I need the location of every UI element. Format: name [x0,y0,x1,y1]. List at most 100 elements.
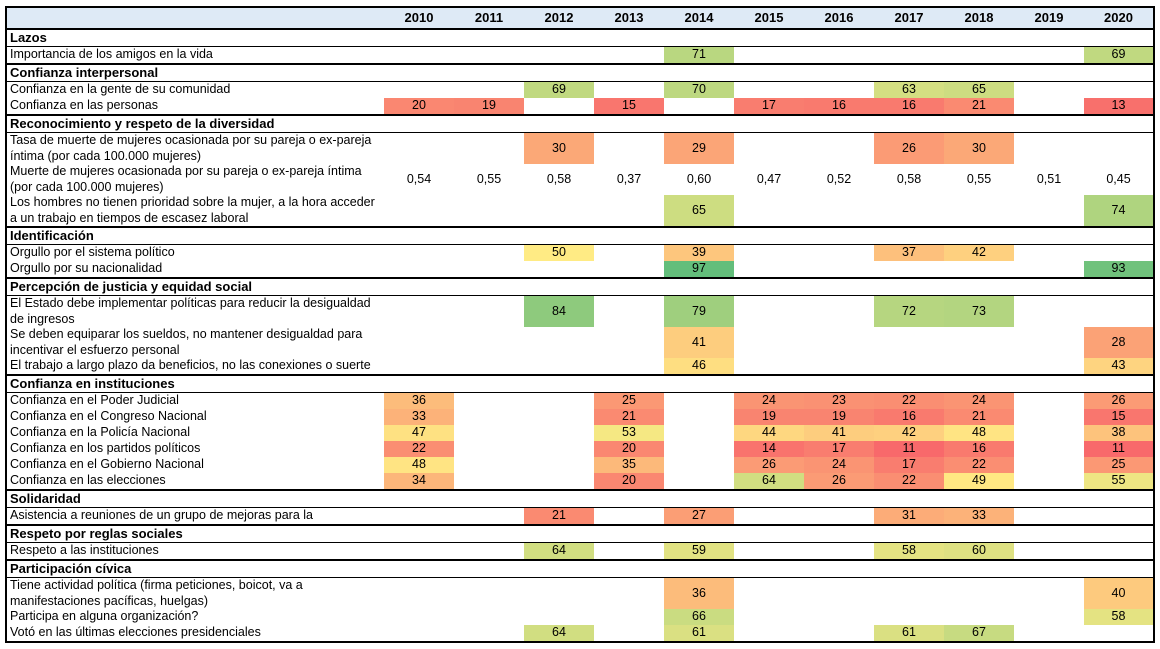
empty-cell[interactable] [1014,82,1084,99]
value-cell[interactable]: 0,52 [826,171,852,186]
empty-cell[interactable] [664,425,734,441]
empty-cell[interactable] [594,296,664,328]
empty-cell[interactable] [454,409,524,425]
indicator-label[interactable]: El trabajo a largo plazo da beneficios, … [10,358,371,373]
empty-cell[interactable] [804,327,874,358]
empty-cell[interactable] [524,47,594,65]
value-cell[interactable]: 67 [944,625,1014,642]
indicator-label[interactable]: Confianza en el Poder Judicial [10,393,179,408]
value-cell[interactable]: 24 [944,392,1014,409]
empty-cell[interactable] [384,133,454,165]
value-cell[interactable]: 21 [944,98,1014,115]
empty-cell[interactable] [944,578,1014,610]
year-header[interactable]: 2015 [734,7,804,30]
empty-cell[interactable] [384,327,454,358]
empty-cell[interactable] [454,296,524,328]
empty-cell[interactable] [454,393,524,410]
empty-cell[interactable] [594,625,664,642]
value-cell[interactable]: 61 [664,625,734,642]
empty-cell[interactable] [384,609,454,625]
value-cell[interactable]: 16 [874,98,944,115]
empty-cell[interactable] [874,358,944,375]
value-cell[interactable]: 39 [664,244,734,261]
value-cell[interactable]: 61 [874,625,944,642]
value-cell[interactable]: 26 [804,473,874,490]
empty-cell[interactable] [1014,609,1084,625]
indicator-label[interactable]: Confianza en el Congreso Nacional [10,409,207,424]
empty-cell[interactable] [454,358,524,375]
empty-cell[interactable] [804,245,874,262]
value-cell[interactable]: 22 [874,392,944,409]
value-cell[interactable]: 26 [874,132,944,164]
value-cell[interactable]: 48 [384,457,454,473]
value-cell[interactable]: 16 [944,441,1014,457]
value-cell[interactable]: 20 [384,98,454,115]
empty-cell[interactable] [454,327,524,358]
value-cell[interactable]: 19 [454,98,524,115]
empty-cell[interactable] [734,625,804,642]
indicator-label[interactable]: Confianza en las personas [10,98,159,113]
empty-cell[interactable] [874,327,944,358]
indicator-label[interactable]: Se deben equiparar los sueldos, no mante… [10,327,363,357]
empty-cell[interactable] [594,47,664,65]
empty-cell[interactable] [1084,245,1154,262]
value-cell[interactable]: 25 [1084,457,1154,473]
empty-cell[interactable] [1084,82,1154,99]
value-cell[interactable]: 35 [594,457,664,473]
empty-cell[interactable] [1014,543,1084,561]
empty-cell[interactable] [524,609,594,625]
value-cell[interactable]: 58 [874,542,944,560]
indicator-label[interactable]: Orgullo por su nacionalidad [10,261,163,276]
empty-cell[interactable] [1014,195,1084,227]
value-cell[interactable]: 64 [734,473,804,490]
value-cell[interactable]: 93 [1084,261,1154,278]
empty-cell[interactable] [454,82,524,99]
empty-cell[interactable] [1014,98,1084,115]
value-cell[interactable]: 0,55 [476,171,502,186]
value-cell[interactable]: 16 [804,98,874,115]
empty-cell[interactable] [594,261,664,278]
empty-cell[interactable] [524,457,594,473]
value-cell[interactable]: 40 [1084,577,1154,609]
empty-cell[interactable] [454,543,524,561]
empty-cell[interactable] [454,508,524,526]
empty-cell[interactable] [524,98,594,115]
value-cell[interactable]: 13 [1084,98,1154,115]
value-cell[interactable]: 71 [664,46,734,64]
empty-cell[interactable] [874,609,944,625]
value-cell[interactable]: 36 [384,392,454,409]
value-cell[interactable]: 36 [664,577,734,609]
value-cell[interactable]: 26 [1084,392,1154,409]
empty-cell[interactable] [1014,578,1084,610]
value-cell[interactable]: 0,47 [756,171,782,186]
value-cell[interactable]: 0,58 [546,171,572,186]
value-cell[interactable]: 0,45 [1106,171,1131,186]
empty-cell[interactable] [1014,133,1084,165]
indicator-label[interactable]: Los hombres no tienen prioridad sobre la… [10,195,375,225]
empty-cell[interactable] [454,457,524,473]
empty-cell[interactable] [1014,457,1084,473]
indicator-label[interactable]: Confianza en los partidos políticos [10,441,201,456]
value-cell[interactable]: 20 [594,441,664,457]
indicator-label[interactable]: Importancia de los amigos en la vida [10,47,213,62]
empty-cell[interactable] [594,327,664,358]
empty-cell[interactable] [804,195,874,227]
empty-cell[interactable] [734,543,804,561]
value-cell[interactable]: 58 [1084,609,1154,625]
value-cell[interactable]: 21 [524,507,594,525]
empty-cell[interactable] [1014,508,1084,526]
empty-cell[interactable] [804,578,874,610]
year-header[interactable]: 2016 [804,7,874,30]
empty-cell[interactable] [664,98,734,115]
indicator-label[interactable]: Muerte de mujeres ocasionada por su pare… [10,164,362,194]
empty-cell[interactable] [1014,296,1084,328]
value-cell[interactable]: 14 [734,441,804,457]
year-header[interactable]: 2012 [524,7,594,30]
empty-cell[interactable] [944,261,1014,278]
empty-cell[interactable] [384,296,454,328]
value-cell[interactable]: 37 [874,244,944,261]
value-cell[interactable]: 42 [874,425,944,441]
value-cell[interactable]: 33 [944,507,1014,525]
empty-cell[interactable] [524,261,594,278]
empty-cell[interactable] [594,578,664,610]
